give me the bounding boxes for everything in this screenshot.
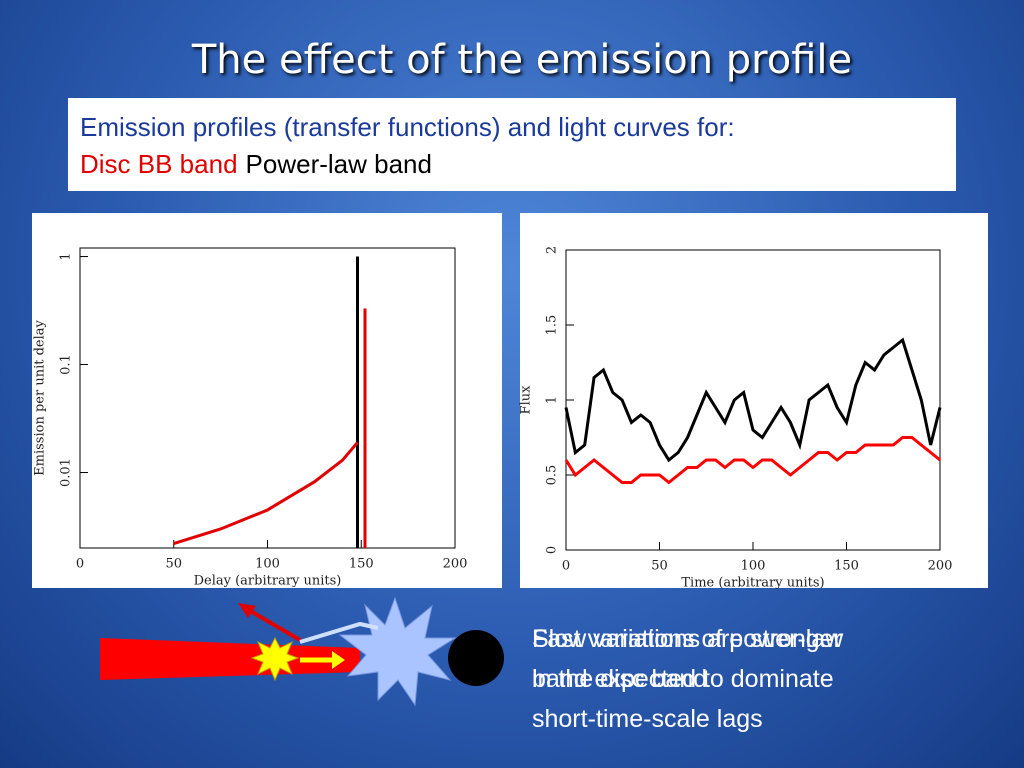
caption: Fast variations of power-law band expecte…	[532, 625, 844, 733]
black-hole	[448, 630, 504, 686]
y-axis-label: Flux	[519, 385, 534, 415]
x-axis-label: Time (arbitrary units)	[681, 576, 824, 591]
y-axis-label: Emission per unit delay	[33, 320, 48, 476]
powerlaw-label: Power-law band	[246, 149, 432, 179]
y-tick-label: 2	[545, 246, 560, 254]
caption-text: Slow variations are stronger in the disc …	[532, 625, 842, 693]
diagram	[100, 596, 504, 707]
chart: 0 50 100 150 200 0.01 0.1 1 Delay (arbitrary uni…	[33, 247, 468, 589]
chart-panel	[32, 213, 502, 588]
corona	[338, 596, 457, 707]
y-tick-label: 1	[545, 396, 560, 404]
line-series	[173, 308, 367, 548]
arrow-head	[332, 651, 345, 669]
disc-label: Disc BB band	[80, 149, 238, 179]
textbox-line: Disc BB band Power-law band	[80, 149, 432, 179]
x-tick-label: 200	[928, 559, 953, 574]
captions: Slow variations are stronger in the disc …	[532, 625, 844, 733]
y-tick-label: 1	[59, 252, 74, 260]
y-tick-label: 0.01	[59, 458, 74, 487]
x-tick-label: 0	[562, 559, 570, 574]
y-tick-label: 0.1	[59, 354, 74, 375]
text-box	[68, 98, 956, 191]
flash	[250, 636, 300, 682]
chart-panel	[520, 213, 988, 588]
x-tick-label: 100	[741, 559, 766, 574]
caption-text: Fast variations of power-law band expecte…	[532, 625, 844, 733]
y-tick-label: 0	[545, 546, 560, 554]
x-tick-label: 0	[76, 557, 84, 572]
beam	[100, 638, 360, 680]
chart: 0 50 100 150 200 0 0.5 1 1.5 2 Time (arbitrary uni…	[519, 246, 953, 591]
textbox-line: Emission profiles (transfer functions) a…	[80, 112, 735, 142]
line-series	[564, 337, 942, 463]
arrow	[299, 621, 379, 644]
x-tick-label: 50	[165, 557, 182, 572]
x-tick-label: 150	[834, 559, 859, 574]
x-tick-label: 100	[255, 557, 280, 572]
y-tick-label: 1.5	[545, 315, 560, 336]
x-axis-label: Delay (arbitrary units)	[194, 574, 342, 589]
x-tick-label: 200	[443, 557, 468, 572]
caption: Slow variations are stronger in the disc …	[532, 625, 842, 693]
slide-title: The effect of the emission profile	[191, 37, 852, 83]
arrow-head	[238, 603, 256, 618]
y-tick-label: 0.5	[545, 465, 560, 486]
line-series	[564, 436, 941, 485]
x-tick-label: 150	[349, 557, 374, 572]
x-tick-label: 50	[651, 559, 668, 574]
